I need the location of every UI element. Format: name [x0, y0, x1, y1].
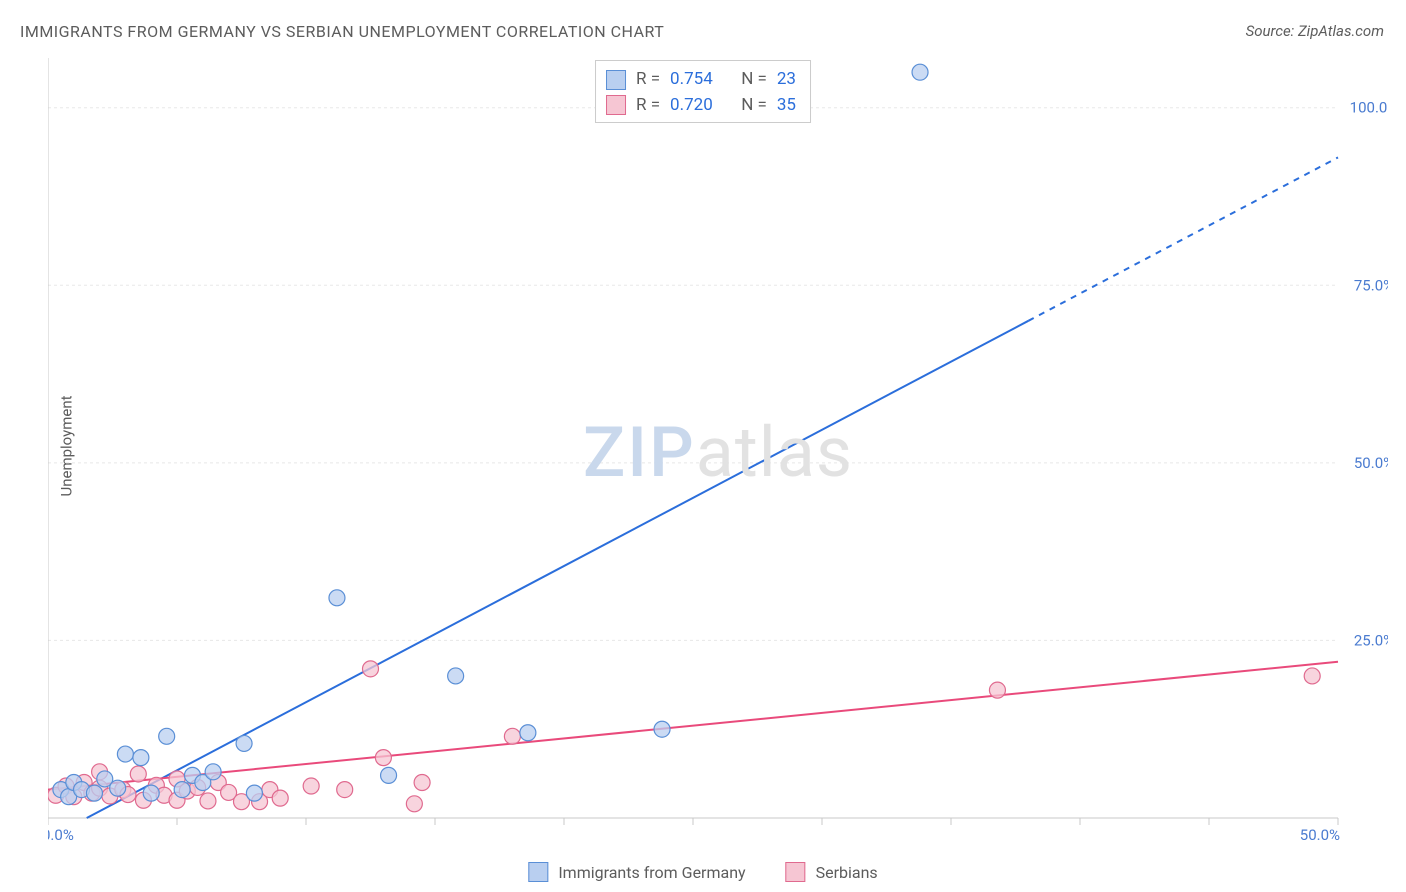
scatter-chart-svg: 25.0% 50.0% 75.0% 100.0% 0.0% 50.0% — [48, 58, 1388, 848]
n-value-germany: 23 — [777, 67, 796, 93]
svg-text:50.0%: 50.0% — [1354, 454, 1388, 472]
n-label: N = — [741, 93, 767, 119]
legend-swatch-germany — [528, 862, 548, 882]
legend-item-germany: Immigrants from Germany — [528, 862, 745, 882]
legend-swatch-germany — [606, 70, 626, 90]
legend-row-germany: R = 0.754 N = 23 — [606, 67, 796, 93]
n-label: N = — [741, 67, 767, 93]
legend-item-serbians: Serbians — [786, 862, 878, 882]
svg-text:0.0%: 0.0% — [48, 826, 74, 844]
svg-text:100.0%: 100.0% — [1350, 99, 1388, 117]
legend-swatch-serbians — [606, 95, 626, 115]
r-label: R = — [636, 93, 660, 119]
legend-swatch-serbians — [786, 862, 806, 882]
chart-title: IMMIGRANTS FROM GERMANY VS SERBIAN UNEMP… — [20, 22, 664, 41]
svg-text:50.0%: 50.0% — [1300, 826, 1340, 844]
r-value-serbians: 0.720 — [670, 93, 713, 119]
source-attribution: Source: ZipAtlas.com — [1246, 22, 1384, 40]
r-label: R = — [636, 67, 660, 93]
legend-label: Serbians — [816, 863, 878, 882]
r-value-germany: 0.754 — [670, 67, 713, 93]
n-value-serbians: 35 — [777, 93, 796, 119]
svg-text:25.0%: 25.0% — [1354, 631, 1388, 649]
series-legend: Immigrants from Germany Serbians — [528, 862, 877, 882]
svg-text:75.0%: 75.0% — [1354, 276, 1388, 294]
legend-label: Immigrants from Germany — [558, 863, 745, 882]
legend-row-serbians: R = 0.720 N = 35 — [606, 93, 796, 119]
chart-plot-area: 25.0%50.0%75.0%100.0%0.0%50.0% ZIPatlas — [48, 58, 1388, 848]
correlation-legend: R = 0.754 N = 23 R = 0.720 N = 35 — [595, 60, 811, 123]
